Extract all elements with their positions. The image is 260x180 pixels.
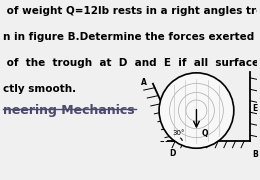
Text: 30°: 30° <box>172 130 185 136</box>
Text: D: D <box>170 149 176 158</box>
Text: of weight Q=12lb rests in a right angles trou: of weight Q=12lb rests in a right angles… <box>3 6 260 16</box>
Text: n in figure B.Determine the forces exerted o: n in figure B.Determine the forces exert… <box>3 32 260 42</box>
Text: B: B <box>253 150 258 159</box>
Text: E: E <box>253 104 258 113</box>
Text: of  the  trough  at  D  and  E  if  all  surface: of the trough at D and E if all surface <box>3 58 259 68</box>
Text: A: A <box>141 78 147 87</box>
Text: ctly smooth.: ctly smooth. <box>3 84 76 94</box>
Ellipse shape <box>159 73 234 148</box>
Text: neering Mechanics: neering Mechanics <box>3 104 135 117</box>
Text: Q: Q <box>202 129 208 138</box>
